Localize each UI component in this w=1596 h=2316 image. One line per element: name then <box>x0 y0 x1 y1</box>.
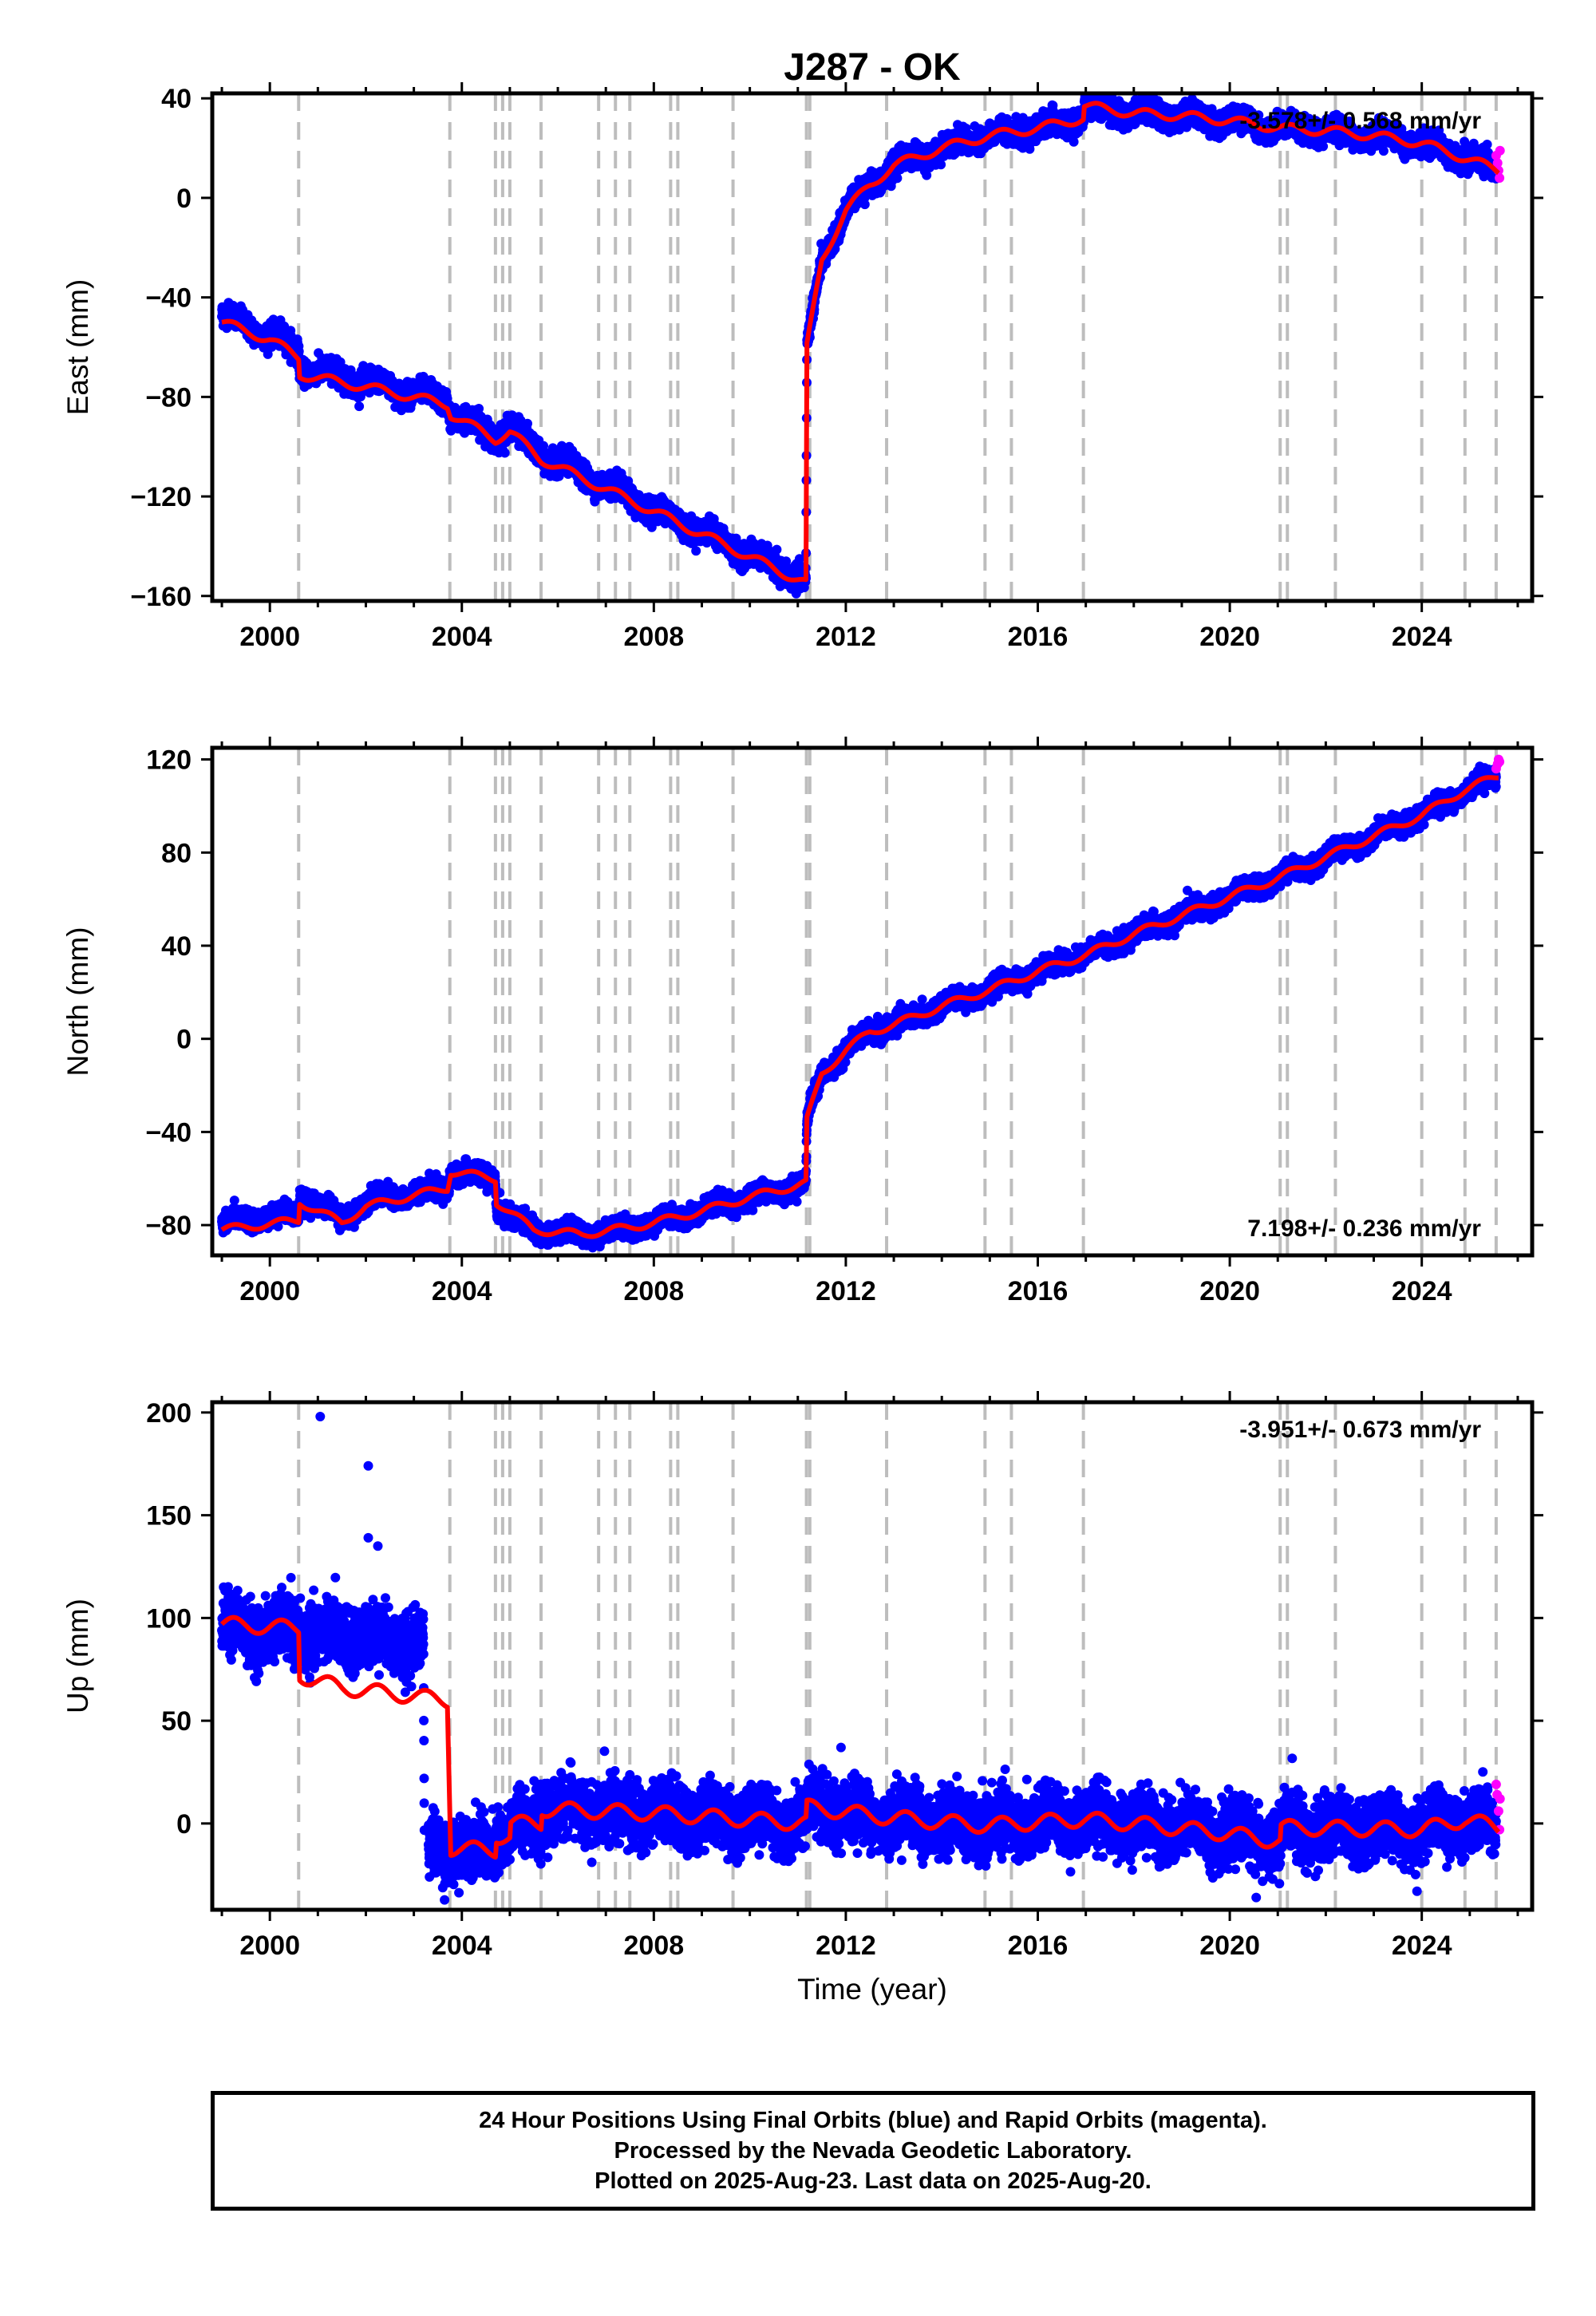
x-tick-label: 2024 <box>1392 1931 1452 1961</box>
x-tick-label: 2004 <box>432 1276 492 1306</box>
x-tick-label: 2004 <box>432 622 492 652</box>
x-tick-label: 2020 <box>1199 622 1260 652</box>
rapid-orbit-point <box>1495 1793 1505 1804</box>
x-tick-label: 2000 <box>239 1276 300 1306</box>
x-tick-label: 2016 <box>1008 1931 1069 1961</box>
plot-frame <box>210 1400 1535 1912</box>
y-axis-label: East (mm) <box>61 279 94 416</box>
y-tick-label: 80 <box>161 838 192 868</box>
velocity-rate-label: 7.198+/- 0.236 mm/yr <box>1247 1215 1481 1242</box>
footer-line-3: Plotted on 2025-Aug-23. Last data on 202… <box>595 2168 1152 2194</box>
x-tick-label: 2016 <box>1008 1276 1069 1306</box>
y-tick-label: −40 <box>145 283 192 314</box>
y-tick-label: 0 <box>176 1809 192 1840</box>
y-tick-label: 100 <box>146 1603 192 1634</box>
rapid-orbit-point <box>1491 1779 1501 1789</box>
y-tick-label: 40 <box>161 84 192 114</box>
velocity-rate-label: -3.578+/- 0.568 mm/yr <box>1239 108 1481 134</box>
plot-frame <box>210 745 1535 1258</box>
y-tick-label: −40 <box>145 1117 192 1148</box>
y-tick-label: −80 <box>145 382 192 413</box>
y-tick-label: 200 <box>146 1398 192 1429</box>
model-fit-line <box>219 101 1501 583</box>
plot-area <box>217 1402 1505 1910</box>
y-tick-label: −120 <box>130 482 192 512</box>
rapid-orbit-point <box>1495 173 1505 183</box>
y-tick-label: 150 <box>146 1501 192 1531</box>
panel-north: 2000 2004 2008 2012 2016 2020 2024 −80 −40 0 40 80 1… <box>61 737 1543 1306</box>
x-tick-label: 2024 <box>1392 622 1452 652</box>
plot-area <box>217 748 1505 1255</box>
plot-frame <box>210 91 1535 603</box>
y-tick-label: 120 <box>146 745 192 776</box>
y-tick-label: 40 <box>161 931 192 962</box>
velocity-rate-label: -3.951+/- 0.673 mm/yr <box>1239 1417 1481 1443</box>
final-orbit-points <box>217 1412 1501 1905</box>
y-tick-label: −80 <box>145 1211 192 1241</box>
y-tick-label: 0 <box>176 184 192 214</box>
x-tick-label: 2000 <box>239 622 300 652</box>
x-axis-label: Time (year) <box>797 1973 947 2006</box>
panels: 2000 2004 2008 2012 2016 2020 2024−160−120−80−… <box>61 82 1543 2006</box>
y-axis-label: North (mm) <box>61 927 94 1076</box>
y-axis-label: Up (mm) <box>61 1599 94 1713</box>
x-tick-label: 2004 <box>432 1931 492 1961</box>
x-tick-label: 2020 <box>1199 1931 1260 1961</box>
rapid-orbit-point <box>1493 1806 1503 1816</box>
footer-line-2: Processed by the Nevada Geodetic Laborat… <box>614 2138 1132 2164</box>
x-tick-label: 2024 <box>1392 1276 1452 1306</box>
x-tick-label: 2012 <box>816 1931 876 1961</box>
x-tick-label: 2000 <box>239 1931 300 1961</box>
footer-box: 24 Hour Positions Using Final Orbits (bl… <box>211 2091 1535 2211</box>
x-tick-label: 2020 <box>1199 1276 1260 1306</box>
final-orbit-points <box>217 93 1501 599</box>
x-tick-label: 2008 <box>624 1276 685 1306</box>
plot-area <box>217 93 1505 601</box>
model-fit-line <box>219 1614 1501 1860</box>
x-tick-label: 2012 <box>816 622 876 652</box>
rapid-orbit-point <box>1495 145 1505 156</box>
y-tick-label: 0 <box>176 1025 192 1055</box>
x-tick-label: 2008 <box>624 1931 685 1961</box>
x-tick-label: 2008 <box>624 622 685 652</box>
x-tick-label: 2016 <box>1008 622 1069 652</box>
figure-title: J287 - OK <box>784 46 961 89</box>
footer-line-1: 24 Hour Positions Using Final Orbits (bl… <box>479 2108 1267 2133</box>
x-tick-label: 2012 <box>816 1276 876 1306</box>
panel-up: 2000 2004 2008 2012 2016 2020 2024 0 50 100 150 200… <box>61 1391 1543 2006</box>
rapid-orbit-point <box>1495 757 1505 767</box>
y-tick-label: −160 <box>130 582 192 612</box>
model-fit-line <box>219 775 1501 1239</box>
panel-east: 2000 2004 2008 2012 2016 2020 2024 −160 −120 −80 −… <box>61 82 1543 652</box>
y-tick-label: 50 <box>161 1706 192 1737</box>
final-orbit-points <box>217 761 1501 1253</box>
rapid-orbit-point <box>1492 158 1503 168</box>
